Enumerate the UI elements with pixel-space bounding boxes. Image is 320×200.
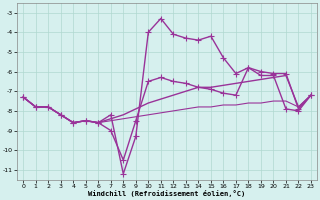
- X-axis label: Windchill (Refroidissement éolien,°C): Windchill (Refroidissement éolien,°C): [88, 190, 246, 197]
